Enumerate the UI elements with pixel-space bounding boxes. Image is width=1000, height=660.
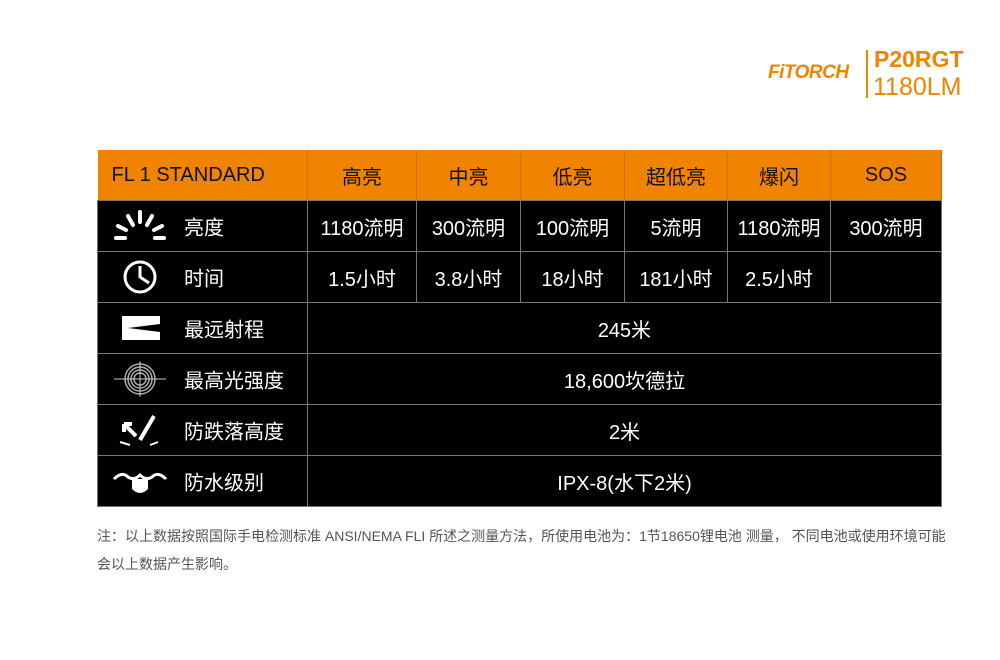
header-cell: 高亮 (307, 150, 417, 201)
lumen-rating: 1180LM (873, 73, 962, 101)
header-cell: 低亮 (520, 150, 625, 201)
row-label: 防跌落高度 (184, 421, 284, 444)
footnote: 注：以上数据按照国际手电检测标准 ANSI/NEMA FLI 所述之测量方法，所… (97, 528, 946, 572)
row-label: 亮度 (184, 217, 224, 240)
cell: 3.8小时 (416, 251, 521, 303)
cell: 18小时 (520, 251, 625, 303)
spec-table: FL 1 STANDARD 高亮 中亮 低亮 超低亮 爆闪 SOS 亮度 118… (97, 150, 942, 507)
header-cell: FL 1 STANDARD (97, 150, 308, 201)
header-cell: SOS (830, 150, 942, 201)
model-name: P20RGT (874, 46, 964, 72)
brand-name: FiTORCH (768, 62, 849, 83)
cell: 2米 (307, 404, 942, 456)
row-label: 防水级别 (184, 472, 264, 495)
row-label: 最远射程 (184, 319, 264, 342)
cell: 1180流明 (727, 200, 831, 252)
header-cell: 超低亮 (624, 150, 728, 201)
cell: 18,600坎德拉 (307, 353, 942, 405)
header-cell: 爆闪 (727, 150, 831, 201)
table-row: 防水级别 IPX-8(水下2米) (97, 455, 942, 507)
cell: IPX-8(水下2米) (307, 455, 942, 507)
table-header: FL 1 STANDARD 高亮 中亮 低亮 超低亮 爆闪 SOS (97, 150, 942, 201)
cell: 300流明 (830, 200, 942, 252)
logo-divider (866, 50, 868, 98)
row-label: 时间 (184, 268, 224, 291)
target-intensity-icon (114, 361, 166, 397)
table-row: 亮度 1180流明 300流明 100流明 5流明 1180流明 300流明 (97, 200, 942, 252)
table-row: 时间 1.5小时 3.8小时 18小时 181小时 2.5小时 (97, 251, 942, 303)
brightness-icon (114, 210, 166, 240)
clock-icon (123, 260, 157, 294)
cell: 2.5小时 (727, 251, 831, 303)
cell: 1180流明 (307, 200, 417, 252)
table-row: 最远射程 245米 (97, 302, 942, 354)
cell: 5流明 (624, 200, 728, 252)
impact-resistance-icon (119, 414, 159, 446)
cell (830, 251, 942, 303)
table-row: 最高光强度 18,600坎德拉 (97, 353, 942, 405)
header-cell: 中亮 (416, 150, 521, 201)
beam-distance-icon (122, 316, 160, 340)
cell: 1.5小时 (307, 251, 417, 303)
cell: 300流明 (416, 200, 521, 252)
cell: 181小时 (624, 251, 728, 303)
waterproof-icon (112, 472, 168, 493)
cell: 245米 (307, 302, 942, 354)
row-label: 最高光强度 (184, 370, 284, 393)
table-row: 防跌落高度 2米 (97, 404, 942, 456)
cell: 100流明 (520, 200, 625, 252)
